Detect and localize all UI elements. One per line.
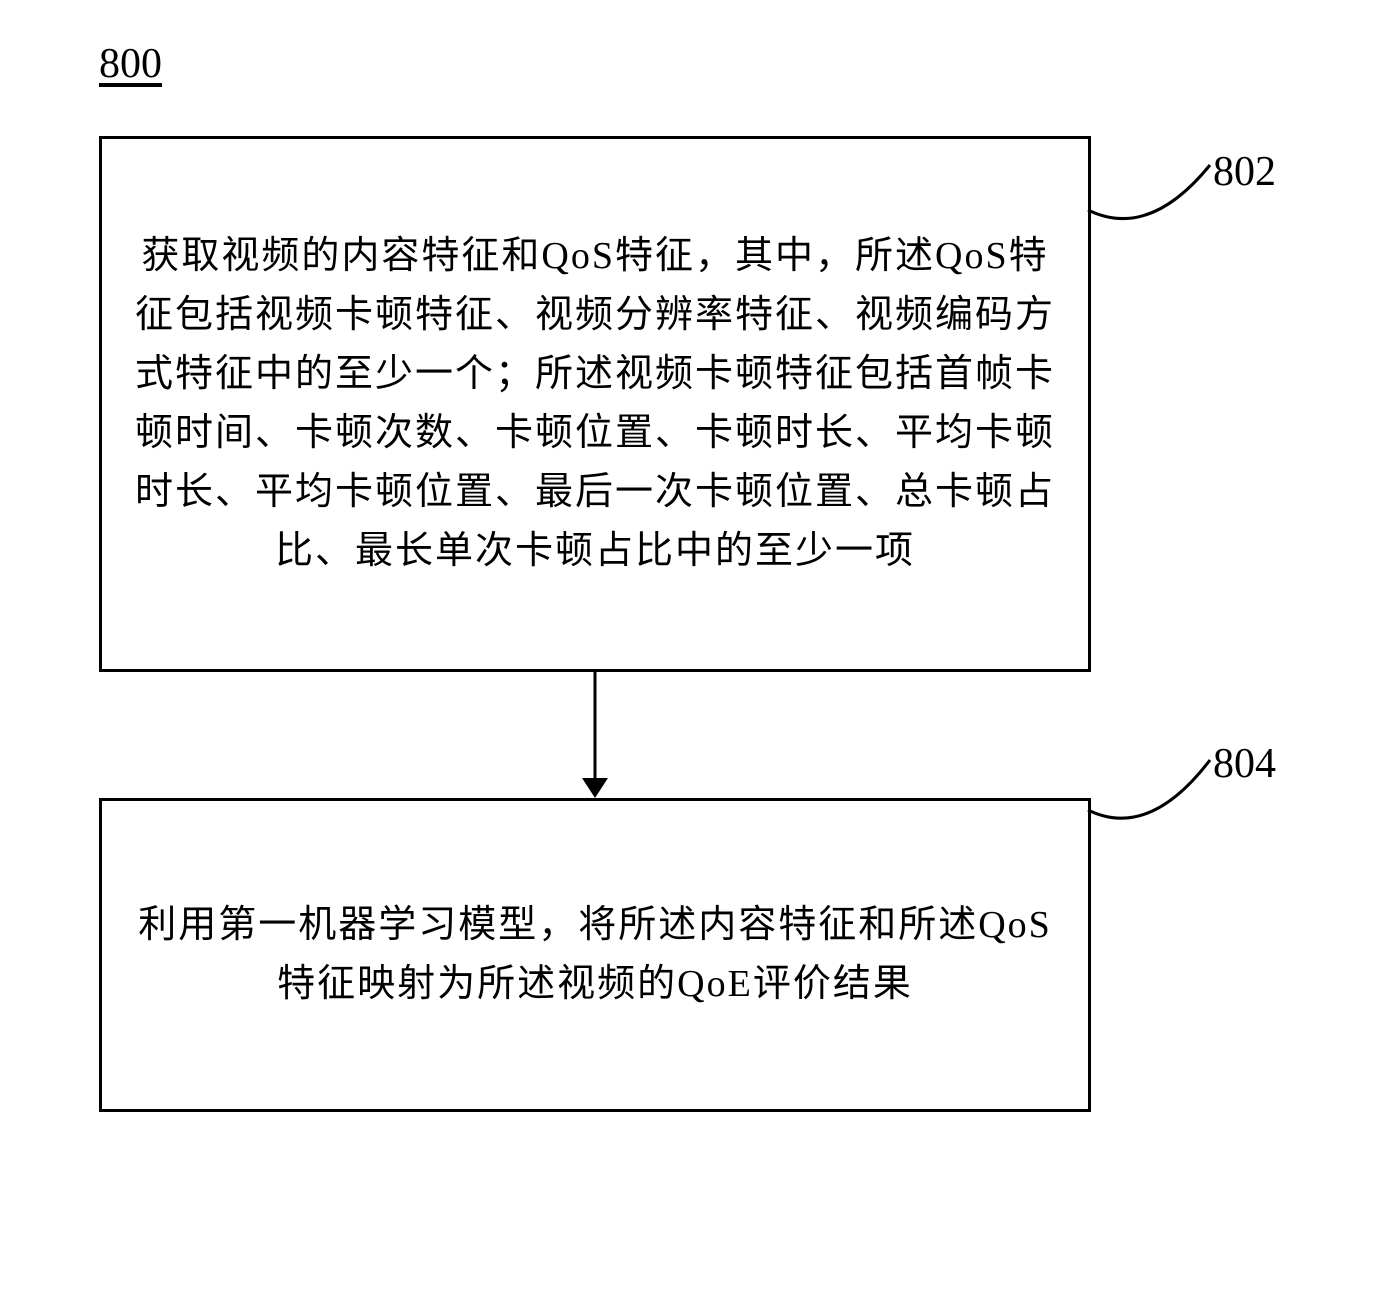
- step-label-804: 804: [1213, 740, 1276, 788]
- flowchart-box-text: 获取视频的内容特征和QoS特征，其中，所述QoS特征包括视频卡顿特征、视频分辨率…: [132, 227, 1058, 580]
- step-label-802: 802: [1213, 148, 1276, 196]
- flowchart-box-text: 利用第一机器学习模型，将所述内容特征和所述QoS特征映射为所述视频的QoE评价结…: [132, 896, 1058, 1014]
- figure-number: 800: [99, 40, 162, 88]
- flowchart-box-step-804: 利用第一机器学习模型，将所述内容特征和所述QoS特征映射为所述视频的QoE评价结…: [99, 798, 1091, 1112]
- flowchart-box-step-802: 获取视频的内容特征和QoS特征，其中，所述QoS特征包括视频卡顿特征、视频分辨率…: [99, 136, 1091, 672]
